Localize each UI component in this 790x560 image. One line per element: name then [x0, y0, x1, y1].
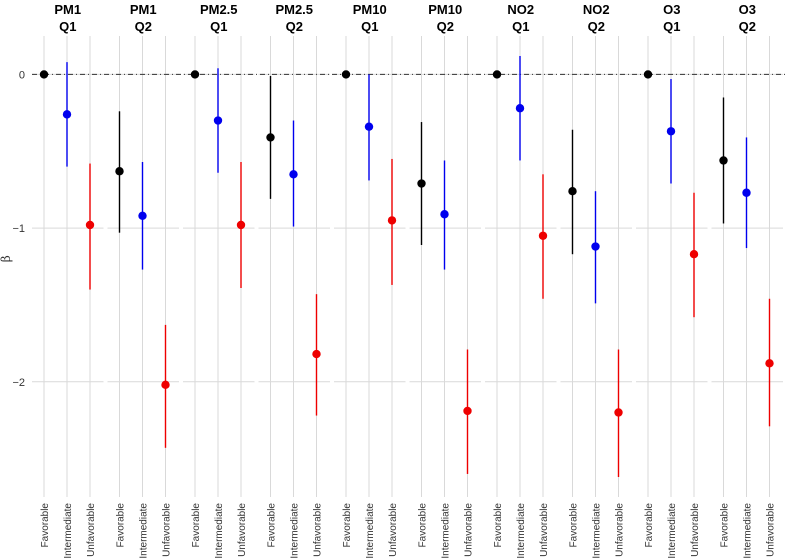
facet-title-pollutant: PM1	[130, 2, 157, 17]
x-tick-label: Favorable	[493, 503, 504, 548]
facet-title-pollutant: PM10	[353, 2, 387, 17]
point-estimate	[492, 70, 502, 79]
point-estimate	[387, 216, 397, 225]
facet-title-quantile: Q1	[210, 19, 227, 34]
label-layer: β 0 −1 −2 PM1 Q1 Favorable Intermediate Unfavora…	[0, 2, 777, 559]
facet-title-quantile: Q2	[135, 19, 152, 34]
point-estimate	[213, 116, 223, 125]
facet-title-pollutant: NO2	[507, 2, 534, 17]
x-tick-label: Intermediate	[214, 503, 225, 559]
point-estimate	[417, 179, 426, 188]
facet-title-quantile: Q2	[286, 19, 303, 34]
y-tick-label: 0	[19, 69, 25, 81]
point-estimate	[62, 110, 72, 119]
point-estimate	[689, 250, 699, 259]
x-tick-label: Unfavorable	[539, 503, 550, 557]
x-tick-label: Unfavorable	[690, 503, 701, 557]
x-tick-label: Favorable	[569, 503, 580, 548]
point-estimate	[115, 167, 124, 176]
x-tick-label: Favorable	[40, 503, 51, 548]
facet-title-quantile: Q1	[361, 19, 378, 34]
point-estimate	[440, 210, 449, 219]
point-estimate	[666, 127, 676, 136]
point-estimate	[364, 122, 374, 131]
x-tick-label: Favorable	[116, 503, 127, 548]
x-tick-label: Intermediate	[63, 503, 74, 559]
point-estimate	[289, 170, 298, 179]
x-tick-label: Unfavorable	[464, 503, 475, 557]
x-tick-label: Unfavorable	[766, 503, 777, 557]
x-tick-label: Intermediate	[667, 503, 678, 559]
point-estimate	[85, 220, 95, 230]
x-tick-label: Intermediate	[743, 503, 754, 559]
x-tick-label: Unfavorable	[162, 503, 173, 557]
x-tick-label: Unfavorable	[86, 503, 97, 557]
facet-title-quantile: Q1	[663, 19, 680, 34]
point-estimate	[742, 188, 751, 197]
facet-title-pollutant: O3	[739, 2, 756, 17]
facet-title-quantile: Q1	[512, 19, 529, 34]
point-estimate	[765, 359, 774, 368]
x-tick-label: Favorable	[720, 503, 731, 548]
point-estimate	[643, 70, 653, 79]
y-tick-label: −1	[12, 223, 25, 235]
point-estimate	[161, 380, 170, 390]
x-tick-label: Intermediate	[516, 503, 527, 559]
x-tick-label: Intermediate	[441, 503, 452, 559]
point-estimate	[39, 70, 49, 79]
point-estimate	[591, 242, 600, 251]
x-tick-label: Unfavorable	[615, 503, 626, 557]
point-estimate	[266, 133, 275, 142]
point-estimate	[138, 211, 147, 220]
point-estimate	[190, 70, 200, 79]
point-estimate	[568, 187, 577, 196]
x-tick-label: Favorable	[418, 503, 429, 548]
x-tick-label: Intermediate	[290, 503, 301, 559]
facet-title-pollutant: PM2.5	[200, 2, 238, 17]
point-estimate	[312, 349, 321, 359]
facet-title-pollutant: O3	[663, 2, 680, 17]
facet-title-quantile: Q2	[739, 19, 756, 34]
facet-title-quantile: Q2	[588, 19, 605, 34]
x-tick-label: Intermediate	[592, 503, 603, 559]
y-axis-label: β	[0, 255, 13, 262]
point-estimate	[719, 156, 728, 165]
facet-title-pollutant: PM10	[428, 2, 462, 17]
point-estimate	[236, 220, 246, 230]
x-tick-label: Unfavorable	[388, 503, 399, 557]
facet-title-quantile: Q1	[59, 19, 76, 34]
x-tick-label: Favorable	[644, 503, 655, 548]
point-estimate	[463, 406, 472, 416]
y-tick-label: −2	[12, 377, 25, 389]
point-estimate	[341, 70, 351, 79]
x-tick-label: Intermediate	[139, 503, 150, 559]
facet-title-pollutant: PM1	[54, 2, 81, 17]
x-tick-label: Favorable	[342, 503, 353, 548]
point-estimate	[538, 231, 548, 240]
facet-title-pollutant: NO2	[583, 2, 610, 17]
facet-title-pollutant: PM2.5	[275, 2, 313, 17]
point-estimate	[614, 408, 623, 417]
facet-title-quantile: Q2	[437, 19, 454, 34]
point-estimate	[515, 104, 525, 113]
x-tick-label: Unfavorable	[313, 503, 324, 557]
x-tick-label: Unfavorable	[237, 503, 248, 557]
x-tick-label: Favorable	[267, 503, 278, 548]
data-layer	[39, 55, 774, 478]
x-tick-label: Favorable	[191, 503, 202, 548]
x-tick-label: Intermediate	[365, 503, 376, 559]
